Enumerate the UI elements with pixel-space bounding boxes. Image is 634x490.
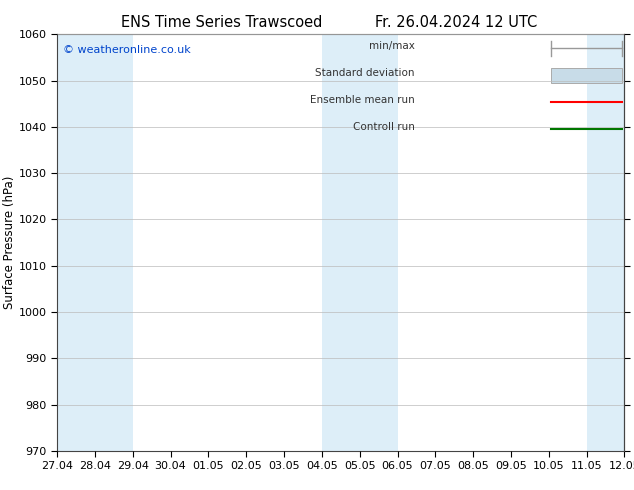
Text: Controll run: Controll run [353, 122, 415, 132]
Text: Fr. 26.04.2024 12 UTC: Fr. 26.04.2024 12 UTC [375, 15, 538, 30]
Text: Ensemble mean run: Ensemble mean run [310, 95, 415, 105]
Bar [586, 34, 624, 451]
Bar [57, 34, 95, 451]
Bar [322, 34, 359, 451]
Text: © weatheronline.co.uk: © weatheronline.co.uk [63, 45, 190, 55]
Bar [359, 34, 398, 451]
Text: ENS Time Series Trawscoed: ENS Time Series Trawscoed [121, 15, 323, 30]
Text: min/max: min/max [368, 41, 415, 50]
Bar [551, 68, 622, 83]
Bar [95, 34, 133, 451]
Text: Standard deviation: Standard deviation [315, 68, 415, 77]
Y-axis label: Surface Pressure (hPa): Surface Pressure (hPa) [3, 176, 16, 309]
